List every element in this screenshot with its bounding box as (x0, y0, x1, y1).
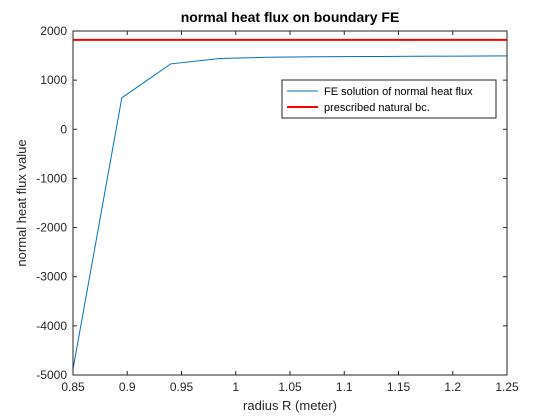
x-tick-label: 0.85 (61, 380, 85, 394)
x-tick-label: 1.05 (278, 380, 302, 394)
y-tick-label: -4000 (36, 319, 67, 333)
x-tick-label: 0.9 (119, 380, 136, 394)
series-layer (72, 38, 508, 370)
legend: FE solution of normal heat flux prescribe… (281, 79, 497, 119)
y-tick-label: -1000 (36, 171, 67, 185)
y-tick-label: -2000 (36, 221, 67, 235)
series-line-1 (72, 55, 508, 370)
x-tick-label: 1.2 (444, 380, 461, 394)
legend-box (281, 79, 497, 119)
y-tick-label: 1000 (40, 73, 67, 87)
x-tick-label: 1 (232, 380, 239, 394)
x-tick-label: 1.15 (387, 380, 411, 394)
y-tick-label: -3000 (36, 270, 67, 284)
x-tick-label: 1.1 (336, 380, 353, 394)
y-tick-label: 2000 (40, 24, 67, 38)
x-axis-label: radius R (meter) (243, 398, 337, 413)
y-tick-label: -5000 (36, 368, 67, 382)
chart-title: normal heat flux on boundary FE (181, 9, 400, 25)
y-axis-label: normal heat flux value (14, 139, 29, 266)
x-tick-label: 1.25 (495, 380, 519, 394)
ticks-layer: 0.85 0.9 0.95 1 1.05 1.1 1.15 1.2 1.25 -5000 -4000… (36, 24, 519, 394)
legend-entry-1: FE solution of normal heat flux (324, 86, 473, 98)
y-tick-label: 0 (60, 122, 67, 136)
legend-entry-2: prescribed natural bc. (324, 102, 430, 114)
x-tick-label: 0.95 (170, 380, 194, 394)
